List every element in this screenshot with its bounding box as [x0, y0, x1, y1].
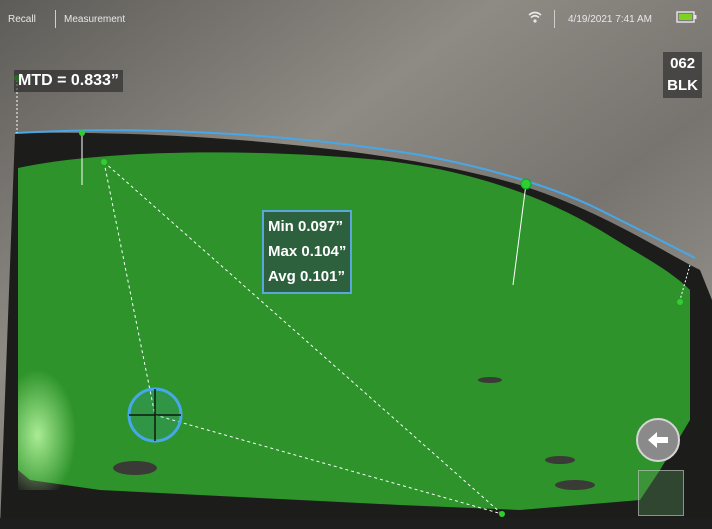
stat-max: Max 0.104” — [268, 243, 347, 260]
stat-avg: Avg 0.101” — [268, 268, 345, 285]
arrow-left-icon — [648, 432, 668, 448]
area-point[interactable] — [499, 511, 505, 517]
depth-marker[interactable] — [520, 178, 532, 190]
mode-label: Measurement — [64, 14, 126, 25]
back-button[interactable] — [636, 418, 680, 462]
probe-code-line2: BLK — [667, 77, 698, 94]
divider — [554, 10, 555, 28]
depth-marker — [79, 130, 85, 136]
crosshair-cursor-icon[interactable] — [127, 387, 183, 443]
debris-spot — [113, 461, 157, 475]
area-point[interactable] — [101, 159, 107, 165]
battery-icon — [676, 11, 698, 26]
bottom-strip — [0, 518, 712, 529]
measurement-stats: Min 0.097” Max 0.104” Avg 0.101” — [262, 210, 352, 294]
stat-min: Min 0.097” — [268, 218, 344, 235]
probe-code-line1: 062 — [670, 55, 696, 72]
depth-line — [512, 183, 527, 286]
menu-button[interactable] — [638, 470, 684, 516]
datetime: 4/19/2021 7:41 AM — [568, 14, 652, 25]
light-glare — [18, 270, 148, 490]
profile-line — [14, 129, 696, 259]
wifi-icon — [528, 11, 542, 26]
divider — [55, 10, 56, 28]
status-bar: Recall Measurement 4/19/2021 7:41 AM — [0, 0, 712, 40]
debris-spot — [555, 480, 595, 490]
debris-spot — [478, 377, 502, 383]
debris-spot — [545, 456, 575, 464]
recall-button[interactable]: Recall — [8, 14, 36, 25]
probe-code: 062 BLK — [663, 52, 702, 98]
area-outline — [103, 161, 503, 515]
mtd-label: MTD = 0.833” — [14, 70, 123, 92]
measurement-area — [18, 152, 690, 510]
depth-marker[interactable] — [677, 299, 683, 305]
